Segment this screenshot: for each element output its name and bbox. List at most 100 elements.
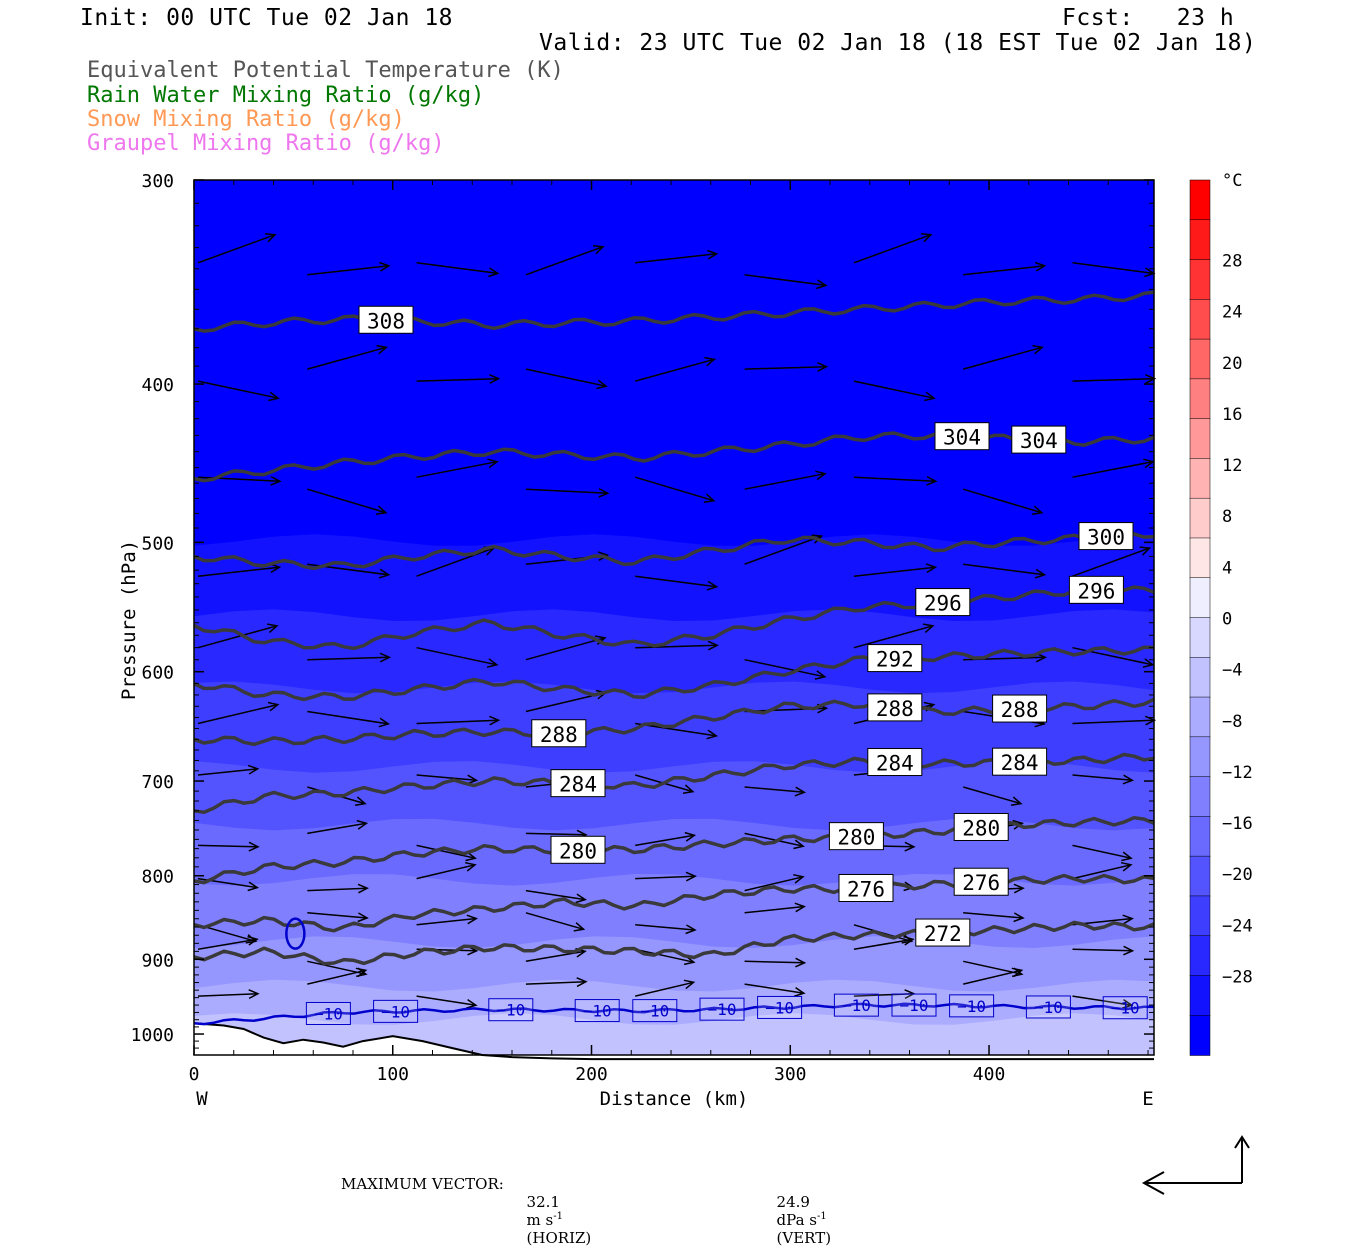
vector-head <box>378 717 391 728</box>
vector-head <box>706 729 719 740</box>
wind-vector <box>635 831 697 847</box>
west-label: W <box>196 1088 208 1110</box>
max-vector-title: MAXIMUM VECTOR: <box>341 1175 504 1193</box>
isotherm-label: −10 <box>583 1002 612 1021</box>
wind-vector <box>635 979 696 997</box>
contour-label: 276 <box>847 877 885 901</box>
vector-shaft <box>1072 995 1132 1006</box>
colorbar-label: −24 <box>1222 916 1253 936</box>
vector-shaft <box>635 834 695 847</box>
vector-head <box>592 245 605 255</box>
vector-shaft <box>416 719 499 725</box>
vector-head <box>815 470 827 481</box>
vector-shaft <box>525 368 607 387</box>
temperature-fill <box>194 180 1154 1056</box>
wind-vector <box>744 983 806 997</box>
wind-vector <box>197 233 277 264</box>
vector-scale-arrows <box>1141 1135 1250 1195</box>
isotherm-label: −10 <box>381 1002 410 1021</box>
vector-shaft <box>525 488 608 495</box>
isotherm-closed <box>285 917 306 950</box>
vector-head <box>1013 883 1025 894</box>
vector-head <box>683 979 696 990</box>
vector-head <box>926 475 938 486</box>
contour-label-box <box>550 835 606 864</box>
colorbar-cell <box>1189 776 1211 818</box>
vector-shaft <box>307 710 389 725</box>
theta-e-contour: 292 <box>193 644 1155 702</box>
vector-head <box>817 362 829 372</box>
contour-label: 276 <box>962 871 1000 895</box>
vector-head <box>904 841 916 852</box>
vector-head <box>379 652 392 663</box>
vector-head <box>466 914 479 925</box>
y-tick-label: 500 <box>141 533 174 554</box>
vector-head <box>376 344 388 355</box>
wind-vector <box>307 710 391 728</box>
vector-shaft <box>635 644 718 649</box>
vector-shaft <box>307 488 387 514</box>
vector-head <box>1010 796 1023 806</box>
wind-vector <box>416 646 499 668</box>
wind-vector <box>963 261 1047 276</box>
isotherm-label-box <box>1102 996 1148 1020</box>
wind-vector <box>853 623 935 649</box>
colorbar-label: −28 <box>1222 967 1253 987</box>
wind-vector <box>1072 995 1134 1009</box>
vector-shaft <box>962 488 1043 514</box>
wind-vector <box>635 575 719 591</box>
isotherm-label-box <box>699 997 745 1021</box>
contour-label-box <box>867 644 923 673</box>
contour-line <box>193 645 1155 702</box>
init-time: Init: 00 UTC Tue 02 Jan 18 <box>80 5 454 31</box>
vector-head <box>1142 658 1155 668</box>
wind-vector <box>1072 861 1133 880</box>
vector-shaft <box>853 566 936 577</box>
vector-head <box>357 883 369 894</box>
vector-shaft <box>197 768 258 776</box>
colorbar-cell <box>1189 219 1211 261</box>
isotherm-label: −10 <box>842 996 871 1015</box>
vector-shaft <box>1072 864 1132 880</box>
vector-head <box>248 841 260 852</box>
colorbar-cell <box>1189 975 1211 1016</box>
vector-shaft <box>744 786 805 794</box>
theta-e-contour: 280 280 280 <box>193 812 1155 885</box>
vector-shaft <box>635 924 696 931</box>
wind-vector <box>197 701 280 725</box>
wind-vector <box>635 871 697 882</box>
contour-label-box <box>867 748 923 777</box>
vector-shaft <box>416 774 477 782</box>
contour-label-box <box>953 812 1009 841</box>
vector-head <box>1120 861 1133 872</box>
vector-head <box>684 831 697 842</box>
vector-shaft <box>635 981 694 997</box>
vector-shaft <box>307 265 389 276</box>
isotherm-label-box <box>891 993 937 1017</box>
contour-label: 304 <box>943 426 981 450</box>
contour-label-box <box>1011 425 1067 454</box>
vector-head <box>1012 819 1025 830</box>
wind-vector <box>197 935 259 951</box>
colorbar-label: −16 <box>1222 814 1253 834</box>
field-rain-water: Rain Water Mixing Ratio (g/kg) <box>87 83 485 108</box>
vector-head <box>378 568 391 579</box>
colorbar-label: 24 <box>1222 303 1242 323</box>
vector-head <box>707 249 719 260</box>
vector-head <box>682 784 695 794</box>
vector-shaft <box>307 912 368 919</box>
contour-label: 300 <box>1087 526 1125 550</box>
wind-vector <box>744 786 807 797</box>
vector-head <box>466 774 479 785</box>
colorbar-label: 0 <box>1222 610 1232 630</box>
wind-vector <box>1072 945 1135 956</box>
contour-label-box <box>992 747 1048 776</box>
vector-head <box>811 534 824 544</box>
vector-head <box>925 563 938 574</box>
colorbar-cell <box>1189 418 1211 460</box>
vector-head <box>793 873 805 884</box>
east-label: E <box>1142 1088 1153 1110</box>
vector-head <box>1011 967 1024 978</box>
isotherm-label: −10 <box>765 998 794 1017</box>
